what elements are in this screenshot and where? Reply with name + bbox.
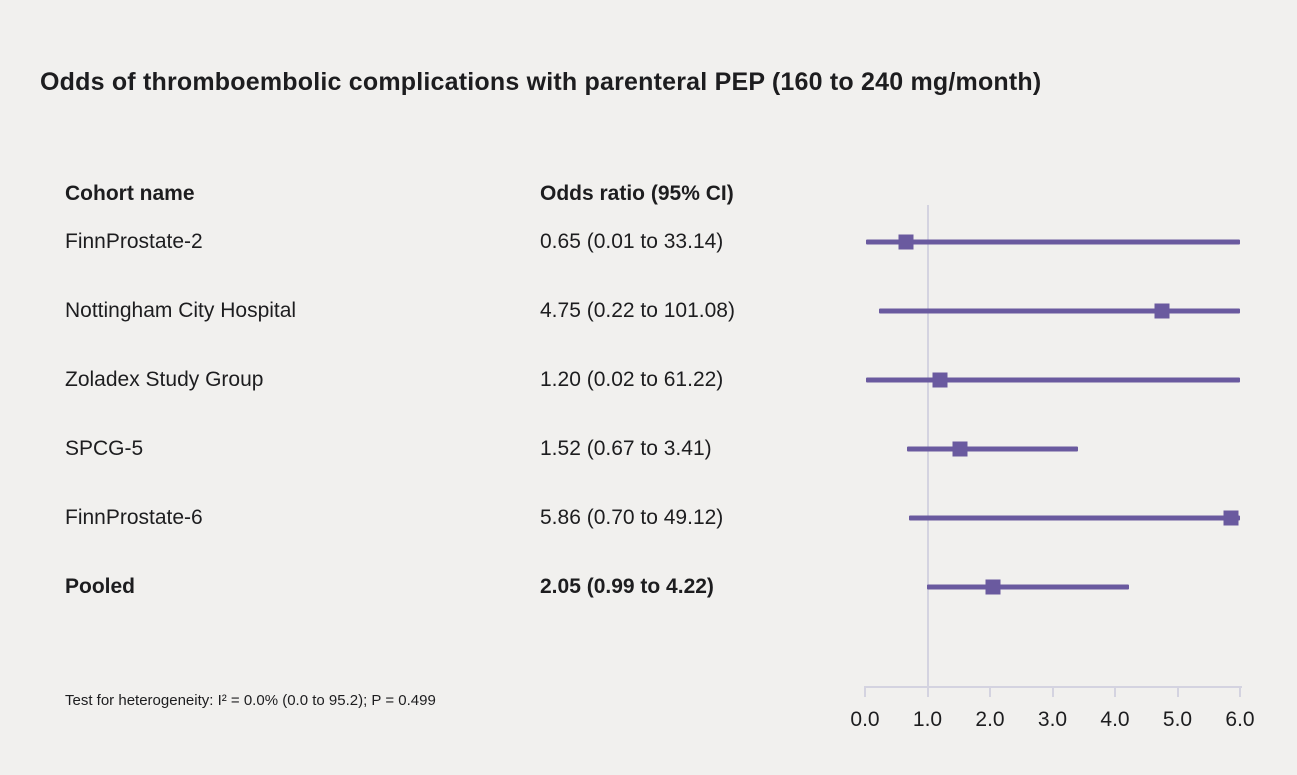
ci-line	[865, 239, 1240, 244]
odds-ratio-column-header: Odds ratio (95% CI)	[540, 182, 734, 205]
cohort-label: Nottingham City Hospital	[65, 298, 297, 322]
x-tick	[989, 688, 991, 697]
cohort-label: FinnProstate-2	[65, 229, 203, 253]
x-axis-ticks	[864, 688, 1241, 698]
ci-line	[906, 446, 1079, 451]
estimate-marker	[952, 441, 968, 456]
x-tick	[1114, 688, 1116, 697]
forest-row: FinnProstate-2 0.65 (0.01 to 33.14)	[0, 207, 1240, 276]
plot-cell	[865, 552, 1240, 621]
chart-title: Odds of thromboembolic complications wit…	[40, 68, 1042, 96]
odds-ratio-label: 4.75 (0.22 to 101.08)	[540, 298, 735, 322]
ci-line	[926, 584, 1129, 589]
x-tick-label: 6.0	[1225, 708, 1255, 731]
odds-ratio-label: 1.20 (0.02 to 61.22)	[540, 367, 724, 391]
odds-ratio-label: 0.65 (0.01 to 33.14)	[540, 229, 724, 253]
x-axis-line	[864, 686, 1242, 688]
ci-line	[908, 515, 1240, 520]
x-tick	[864, 688, 866, 697]
x-tick-label: 1.0	[912, 708, 943, 731]
estimate-marker	[898, 234, 914, 249]
cohort-label: Zoladex Study Group	[65, 367, 264, 391]
heterogeneity-footnote: Test for heterogeneity: I² = 0.0% (0.0 t…	[65, 692, 436, 709]
ci-line	[866, 377, 1240, 382]
odds-ratio-label: 5.86 (0.70 to 49.12)	[540, 505, 724, 529]
estimate-marker	[932, 372, 948, 387]
plot-cell	[865, 345, 1240, 414]
plot-cell	[865, 483, 1240, 552]
x-axis-labels: 0.0 1.0 2.0 3.0 4.0 5.0 6.0	[850, 708, 1254, 734]
plot-cell	[865, 207, 1240, 276]
plot-cell	[865, 276, 1240, 345]
forest-row: Pooled 2.05 (0.99 to 4.22)	[0, 552, 1240, 621]
x-tick-label: 4.0	[1100, 708, 1130, 731]
estimate-marker	[1154, 303, 1170, 318]
x-tick	[1176, 688, 1179, 697]
ci-line	[878, 308, 1240, 313]
plot-cell	[865, 414, 1240, 483]
column-headers: Cohort name Odds ratio (95% CI)	[0, 182, 1297, 210]
cohort-label: FinnProstate-6	[65, 505, 203, 529]
x-tick	[926, 688, 929, 697]
odds-ratio-label: 2.05 (0.99 to 4.22)	[540, 574, 714, 598]
x-tick-label: 3.0	[1037, 708, 1068, 731]
cohort-label: Pooled	[65, 574, 136, 598]
reference-line	[927, 205, 929, 686]
x-tick-label: 0.0	[850, 708, 880, 731]
forest-row: SPCG-5 1.52 (0.67 to 3.41)	[0, 414, 1240, 483]
x-tick	[1239, 688, 1241, 697]
x-tick	[1051, 688, 1054, 697]
estimate-marker	[985, 579, 1001, 594]
cohort-column-header: Cohort name	[65, 182, 195, 205]
x-tick-label: 2.0	[975, 708, 1005, 731]
forest-row: Zoladex Study Group 1.20 (0.02 to 61.22)	[0, 345, 1240, 414]
estimate-marker	[1223, 510, 1239, 525]
forest-rows: FinnProstate-2 0.65 (0.01 to 33.14) Nottin…	[0, 207, 1240, 621]
x-tick-label: 5.0	[1162, 708, 1193, 731]
forest-row: FinnProstate-6 5.86 (0.70 to 49.12)	[0, 483, 1240, 552]
cohort-label: SPCG-5	[65, 436, 144, 460]
odds-ratio-label: 1.52 (0.67 to 3.41)	[540, 436, 712, 460]
forest-row: Nottingham City Hospital 4.75 (0.22 to 10…	[0, 276, 1240, 345]
